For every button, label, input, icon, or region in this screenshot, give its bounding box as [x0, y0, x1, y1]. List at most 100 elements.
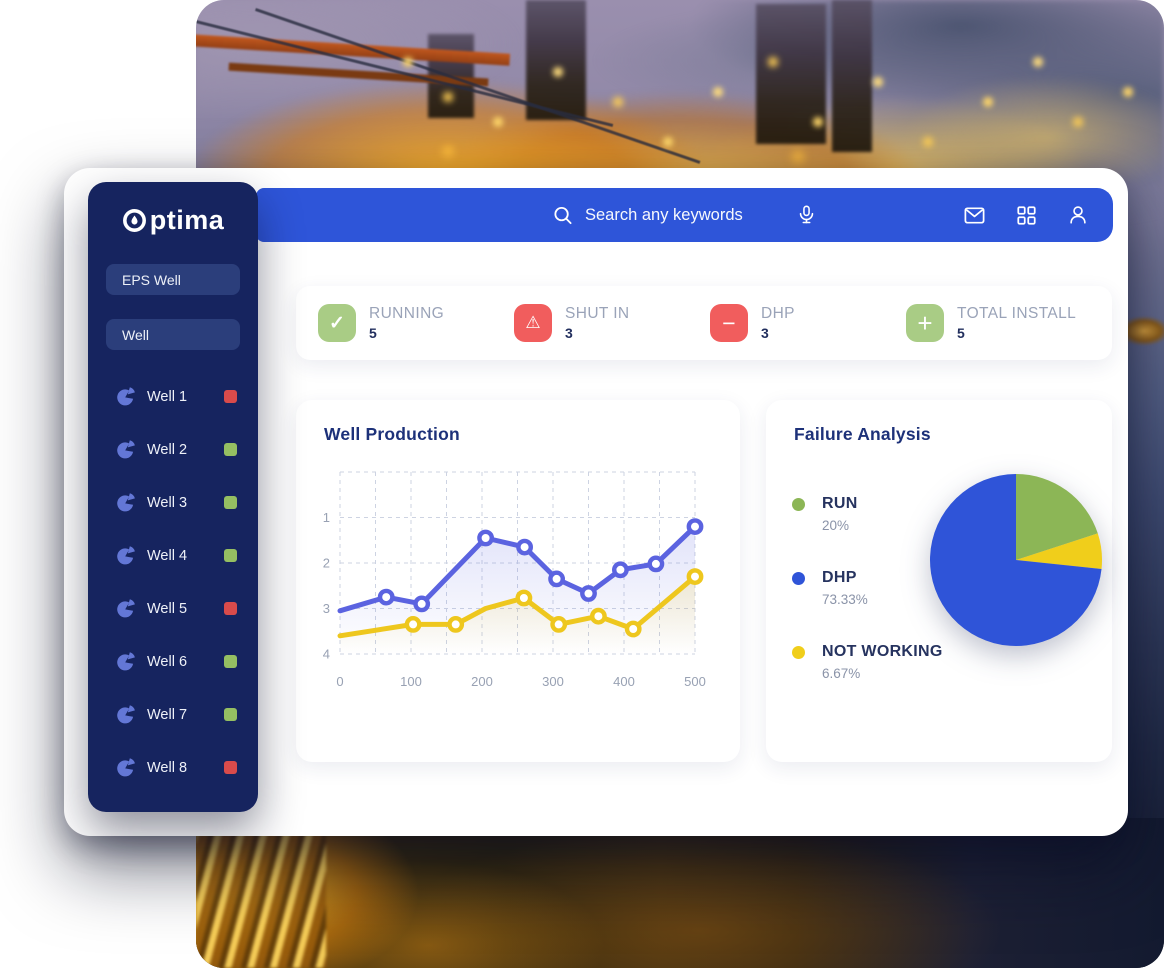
sidebar-item-well-5[interactable]: Well 5: [88, 582, 258, 635]
sidebar: ptima EPS Well Well Well 1 Well 2 Well 3 We…: [88, 182, 258, 812]
search-input[interactable]: [585, 205, 783, 225]
legend-value: 6.67%: [822, 666, 861, 681]
status-square-green: [224, 655, 237, 668]
minus-icon: −: [710, 304, 748, 342]
pie-legend: RUN 20% DHP 73.33% NOT WORKING 6.67%: [792, 495, 943, 717]
status-square-green: [224, 549, 237, 562]
mail-icon[interactable]: [963, 204, 986, 227]
well-label: Well 3: [147, 494, 188, 511]
status-summary-card: ✓ RUNNING 5 ⚠ SHUT IN 3− DHP 3 + TOTAL INSTALL 5: [296, 286, 1112, 360]
svg-text:500: 500: [684, 674, 706, 689]
tower-silhouette: [526, 0, 586, 120]
failure-analysis-title: Failure Analysis: [794, 424, 931, 444]
stat-text: RUNNING 5: [369, 305, 444, 341]
stat-shut-in: ⚠ SHUT IN 3: [514, 304, 710, 342]
legend-head: RUN: [792, 495, 943, 513]
status-square-green: [224, 443, 237, 456]
pie-chart-icon: [117, 545, 135, 564]
status-square-red: [224, 761, 237, 774]
pie-chart-icon: [117, 757, 135, 776]
stat-text: SHUT IN 3: [565, 305, 630, 341]
well-label: Well 5: [147, 600, 188, 617]
refinery-glow: [196, 0, 1164, 195]
legend-dot: [792, 645, 805, 659]
stat-value: 3: [565, 325, 573, 341]
plus-icon: +: [906, 304, 944, 342]
sidebar-item-well-4[interactable]: Well 4: [88, 529, 258, 582]
svg-text:400: 400: [613, 674, 635, 689]
lit-platform-structure: [196, 818, 326, 968]
stat-running: ✓ RUNNING 5: [318, 304, 514, 342]
svg-text:300: 300: [542, 674, 564, 689]
legend-head: NOT WORKING: [792, 643, 943, 661]
well-label: Well 6: [147, 653, 188, 670]
well-label: Well 4: [147, 547, 188, 564]
tower-silhouette: [832, 0, 872, 152]
sidebar-item-well-3[interactable]: Well 3: [88, 476, 258, 529]
stat-label: DHP: [761, 305, 795, 322]
tower-silhouette: [756, 4, 826, 144]
pie-chart-icon: [117, 386, 135, 405]
sidebar-item-well-2[interactable]: Well 2: [88, 423, 258, 476]
stat-dhp: − DHP 3: [710, 304, 906, 342]
pie-slice-dhp: [930, 474, 1102, 646]
legend-value: 73.33%: [822, 592, 868, 607]
legend-item-dhp: DHP 73.33%: [792, 569, 943, 607]
svg-text:1: 1: [323, 510, 330, 525]
well-label: Well 1: [147, 388, 188, 405]
pie-slice-run: [1016, 474, 1098, 560]
well-production-chart: 1 2 3 40 100 200 300 400 500: [323, 471, 706, 689]
stat-text: TOTAL INSTALL 5: [957, 305, 1076, 341]
svg-text:200: 200: [471, 674, 493, 689]
well-production-title: Well Production: [324, 424, 460, 444]
stat-label: TOTAL INSTALL: [957, 305, 1077, 322]
stat-value: 5: [957, 325, 965, 341]
stat-label: RUNNING: [369, 305, 445, 322]
status-square-green: [224, 708, 237, 721]
optima-drop-icon: [122, 208, 146, 232]
sidebar-button-well[interactable]: Well: [106, 319, 240, 350]
status-square-green: [224, 496, 237, 509]
photo-bottom-band: [196, 818, 1164, 968]
svg-text:0: 0: [336, 674, 343, 689]
legend-value: 20%: [822, 518, 850, 533]
status-square-red: [224, 602, 237, 615]
well-label: Well 2: [147, 441, 188, 458]
stat-total-install: + TOTAL INSTALL 5: [906, 304, 1102, 342]
sidebar-item-well-1[interactable]: Well 1: [88, 370, 258, 423]
search-icon: [553, 206, 572, 224]
svg-text:3: 3: [323, 601, 330, 616]
legend-label: NOT WORKING: [822, 643, 943, 660]
check-icon: ✓: [318, 304, 356, 342]
microphone-icon[interactable]: [795, 204, 817, 226]
pie-chart-icon: [117, 598, 135, 617]
pie-chart-icon: [117, 439, 135, 458]
legend-label: RUN: [822, 495, 858, 512]
sidebar-item-well-8[interactable]: Well 8: [88, 741, 258, 794]
profile-icon[interactable]: [1067, 204, 1089, 226]
stat-label: SHUT IN: [565, 305, 630, 322]
legend-head: DHP: [792, 569, 943, 587]
svg-text:100: 100: [400, 674, 422, 689]
sidebar-item-well-6[interactable]: Well 6: [88, 635, 258, 688]
pie-chart-icon: [117, 492, 135, 511]
topbar: [256, 188, 1113, 242]
legend-label: DHP: [822, 569, 857, 586]
apps-grid-icon[interactable]: [1016, 205, 1037, 226]
wells-list: Well 1 Well 2 Well 3 Well 4 Well 5 Well 6 Well…: [88, 370, 258, 794]
stat-text: DHP 3: [761, 305, 795, 341]
legend-dot: [792, 571, 805, 585]
pie-chart-icon: [117, 704, 135, 723]
stat-value: 5: [369, 325, 377, 341]
legend-dot: [792, 497, 805, 511]
warning-icon: ⚠: [514, 304, 552, 342]
sidebar-item-well-7[interactable]: Well 7: [88, 688, 258, 741]
status-square-red: [224, 390, 237, 403]
refinery-lights: [196, 0, 200, 4]
well-production-card: Well Production 1 2 3 4 0 100 200 300 400 500: [296, 400, 740, 762]
sidebar-button-eps-well[interactable]: EPS Well: [106, 264, 240, 295]
app-logo: ptima: [88, 204, 258, 236]
legend-item-run: RUN 20%: [792, 495, 943, 533]
svg-text:2: 2: [323, 556, 330, 571]
